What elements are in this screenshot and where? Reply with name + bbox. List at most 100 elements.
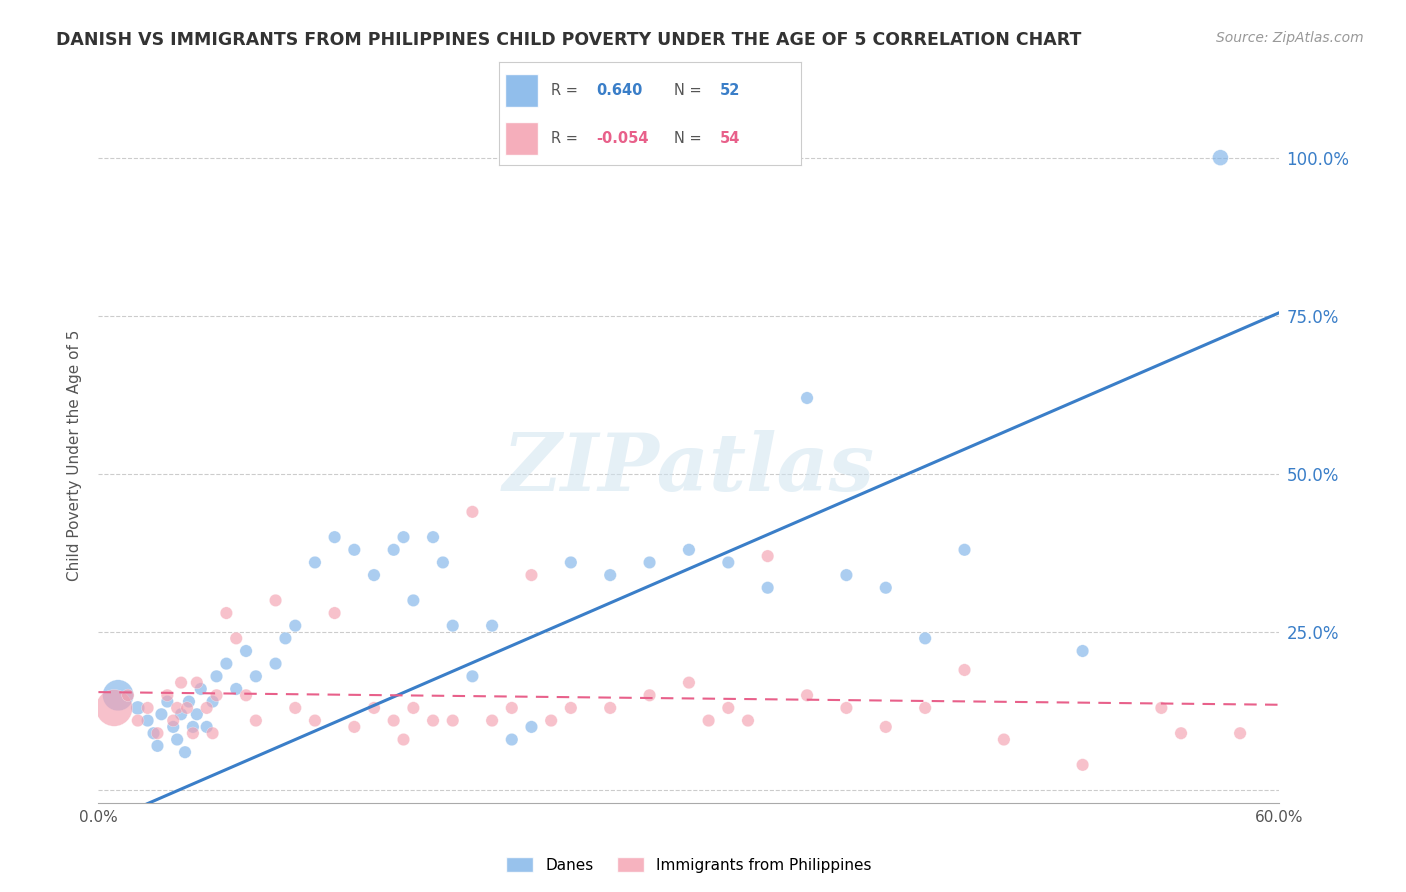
Point	[717, 556, 740, 570]
Point	[540, 714, 562, 728]
Bar	[505, 74, 538, 106]
Point	[284, 701, 307, 715]
Point	[195, 720, 218, 734]
Point	[422, 714, 444, 728]
Point	[1229, 726, 1251, 740]
Point	[225, 681, 247, 696]
Point	[136, 714, 159, 728]
Legend: Danes, Immigrants from Philippines: Danes, Immigrants from Philippines	[499, 850, 879, 879]
Point	[599, 568, 621, 582]
Point	[107, 688, 129, 702]
Text: DANISH VS IMMIGRANTS FROM PHILIPPINES CHILD POVERTY UNDER THE AGE OF 5 CORRELATI: DANISH VS IMMIGRANTS FROM PHILIPPINES CH…	[56, 31, 1081, 49]
Point	[796, 391, 818, 405]
Point	[796, 688, 818, 702]
Point	[195, 701, 218, 715]
Text: ZIPatlas: ZIPatlas	[503, 430, 875, 508]
Point	[914, 701, 936, 715]
Point	[914, 632, 936, 646]
Text: 0.640: 0.640	[596, 83, 643, 97]
Point	[215, 657, 238, 671]
Point	[304, 714, 326, 728]
Point	[127, 714, 149, 728]
Point	[1209, 151, 1232, 165]
Point	[323, 530, 346, 544]
Point	[363, 568, 385, 582]
Point	[560, 701, 582, 715]
Point	[638, 556, 661, 570]
Point	[678, 542, 700, 557]
Point	[422, 530, 444, 544]
Point	[117, 688, 139, 702]
Point	[402, 593, 425, 607]
Point	[737, 714, 759, 728]
Point	[201, 695, 224, 709]
Point	[127, 701, 149, 715]
Point	[146, 739, 169, 753]
Point	[166, 701, 188, 715]
Text: R =: R =	[551, 131, 578, 146]
Point	[520, 568, 543, 582]
Point	[638, 688, 661, 702]
Point	[264, 657, 287, 671]
Point	[181, 720, 204, 734]
Point	[382, 542, 405, 557]
Point	[756, 549, 779, 563]
Point	[402, 701, 425, 715]
Point	[835, 701, 858, 715]
Point	[501, 701, 523, 715]
Point	[170, 707, 193, 722]
Point	[235, 644, 257, 658]
Point	[1071, 644, 1094, 658]
Point	[177, 695, 200, 709]
Point	[205, 669, 228, 683]
Point	[245, 669, 267, 683]
Text: N =: N =	[675, 131, 702, 146]
Point	[1170, 726, 1192, 740]
Point	[461, 669, 484, 683]
Point	[181, 726, 204, 740]
Point	[186, 707, 208, 722]
Point	[176, 701, 198, 715]
Point	[343, 720, 366, 734]
Point	[170, 675, 193, 690]
Point	[993, 732, 1015, 747]
Point	[953, 542, 976, 557]
Point	[156, 695, 179, 709]
Point	[481, 618, 503, 632]
Point	[304, 556, 326, 570]
Point	[156, 688, 179, 702]
Point	[461, 505, 484, 519]
Y-axis label: Child Poverty Under the Age of 5: Child Poverty Under the Age of 5	[67, 329, 83, 581]
Text: 52: 52	[720, 83, 740, 97]
Point	[215, 606, 238, 620]
Point	[875, 720, 897, 734]
Point	[343, 542, 366, 557]
Point	[235, 688, 257, 702]
Point	[1071, 757, 1094, 772]
Point	[162, 714, 184, 728]
Point	[717, 701, 740, 715]
Point	[146, 726, 169, 740]
Point	[678, 675, 700, 690]
Point	[136, 701, 159, 715]
Point	[363, 701, 385, 715]
Text: 54: 54	[720, 131, 740, 146]
Point	[274, 632, 297, 646]
Point	[697, 714, 720, 728]
Point	[392, 530, 415, 544]
Point	[835, 568, 858, 582]
Text: -0.054: -0.054	[596, 131, 648, 146]
Point	[875, 581, 897, 595]
Point	[1150, 701, 1173, 715]
Point	[225, 632, 247, 646]
Bar	[505, 122, 538, 155]
Text: R =: R =	[551, 83, 578, 97]
Point	[756, 581, 779, 595]
Point	[441, 714, 464, 728]
Point	[190, 681, 212, 696]
Point	[599, 701, 621, 715]
Point	[245, 714, 267, 728]
Point	[186, 675, 208, 690]
Text: N =: N =	[675, 83, 702, 97]
Point	[520, 720, 543, 734]
